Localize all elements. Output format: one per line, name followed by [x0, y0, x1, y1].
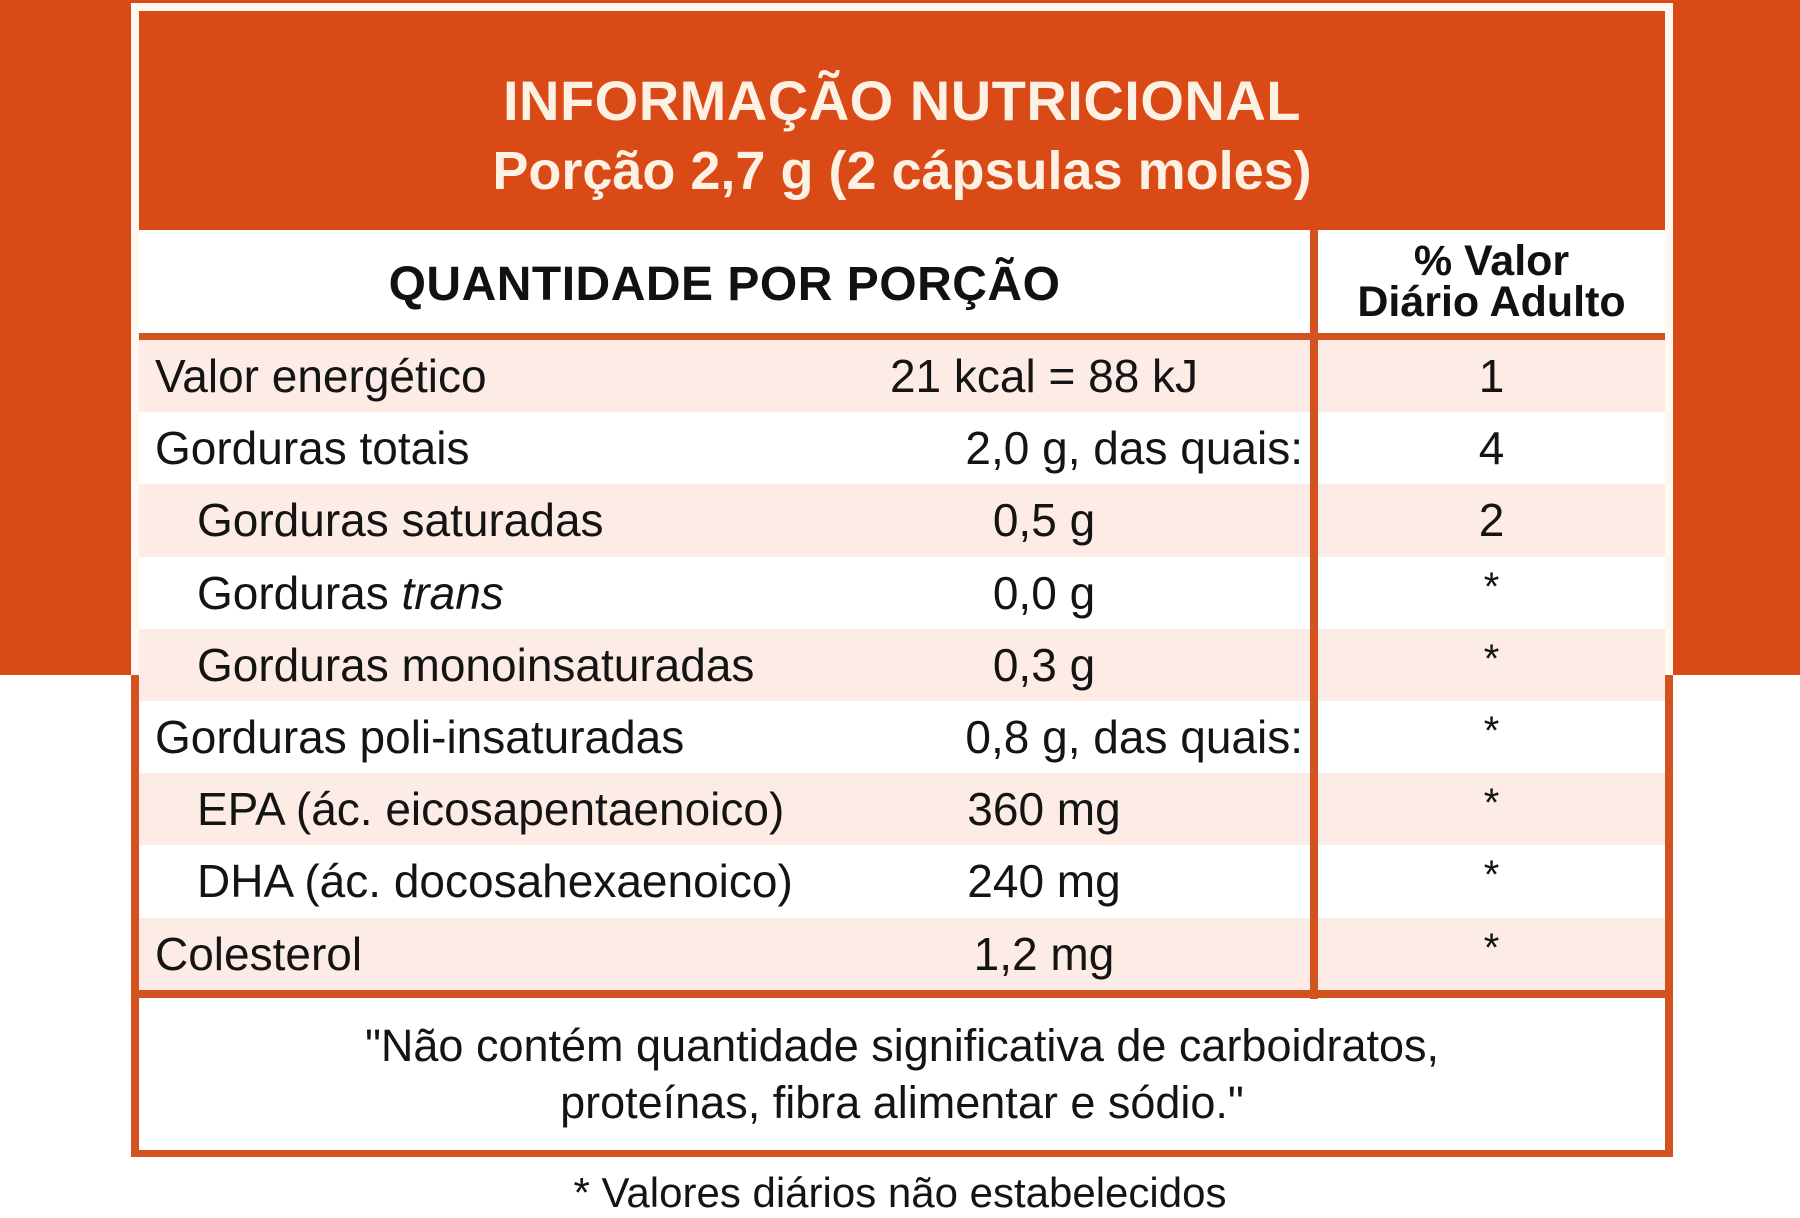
column-header-daily-value-line2: Diário Adulto — [1357, 277, 1626, 326]
table-row: Gorduras poli-insaturadas 0,8 g, das qua… — [139, 701, 1665, 774]
nutrient-name: Colesterol — [155, 927, 363, 980]
nutrient-name: Valor energético — [155, 350, 487, 403]
nutrient-name: Gorduras saturadas — [197, 494, 604, 547]
nutrient-amount: 0,5 g — [992, 494, 1096, 547]
nutrient-amount: 240 mg — [967, 855, 1121, 908]
nutrient-daily-value: 4 — [1478, 422, 1505, 475]
table-row: Valor energético 21 kcal = 88 kJ 1 — [139, 340, 1665, 413]
nutrient-name: DHA (ác. docosahexaenoico) — [197, 855, 793, 908]
nutrient-name: EPA (ác. eicosapentaenoico) — [197, 783, 785, 836]
column-header-quantity: QUANTIDADE POR PORÇÃO — [388, 258, 1061, 311]
table-row: DHA (ác. docosahexaenoico) 240 mg * — [139, 845, 1665, 918]
nutrient-daily-value: 2 — [1478, 494, 1505, 547]
nutrient-amount: 0,8 g, das quais: — [965, 711, 1303, 764]
nutrient-amount: 1,2 mg — [973, 927, 1115, 980]
nutrient-name-italic: trans — [401, 566, 504, 619]
disclaimer-line2: proteínas, fibra alimentar e sódio." — [560, 1077, 1244, 1128]
nutrient-daily-value: * — [1483, 925, 1500, 970]
nutrient-daily-value: * — [1483, 853, 1500, 898]
table-row: Gorduras saturadas 0,5 g 2 — [139, 484, 1665, 557]
nutrient-amount: 0,3 g — [992, 638, 1096, 691]
nutrient-name-prefix: Gorduras — [197, 566, 389, 619]
label-title: INFORMAÇÃO NUTRICIONAL — [502, 69, 1302, 132]
daily-value-footnote: * Valores diários não estabelecidos — [573, 1169, 1227, 1216]
table-row: EPA (ác. eicosapentaenoico) 360 mg * — [139, 773, 1665, 846]
nutrient-name: Gorduras totais — [155, 422, 470, 475]
nutrient-amount: 0,0 g — [992, 566, 1096, 619]
nutrient-name: Gorduras trans — [197, 557, 504, 629]
column-header-daily-value: % Valor Diário Adulto — [1318, 230, 1665, 333]
nutrient-name: Gorduras monoinsaturadas — [197, 638, 755, 691]
nutrient-amount: 21 kcal = 88 kJ — [889, 350, 1199, 403]
disclaimer-line1: "Não contém quantidade significativa de … — [364, 1020, 1440, 1071]
disclaimer-note: "Não contém quantidade significativa de … — [139, 998, 1665, 1150]
nutrient-name: Gorduras poli-insaturadas — [155, 711, 685, 764]
nutrient-daily-value: * — [1483, 709, 1500, 753]
table-row: Gorduras trans 0,0 g * — [139, 556, 1665, 629]
nutrient-daily-value: * — [1483, 781, 1500, 826]
nutrient-daily-value: * — [1483, 636, 1500, 681]
nutrient-amount: 360 mg — [967, 783, 1121, 836]
table-row: Gorduras monoinsaturadas 0,3 g * — [139, 628, 1665, 701]
nutrient-amount: 2,0 g, das quais: — [965, 422, 1303, 475]
table-row: Gorduras totais 2,0 g, das quais: 4 — [139, 412, 1665, 485]
nutrient-daily-value: 1 — [1478, 350, 1505, 403]
column-header-daily-value-line1: % Valor — [1413, 236, 1570, 285]
column-divider — [1310, 230, 1318, 999]
table-bottom-divider — [139, 990, 1665, 998]
nutrition-facts-table: INFORMAÇÃO NUTRICIONAL Porção 2,7 g (2 c… — [139, 11, 1665, 1150]
table-row: Colesterol 1,2 mg * — [139, 917, 1665, 990]
serving-size: Porção 2,7 g (2 cápsulas moles) — [492, 141, 1312, 201]
nutrient-rows: Valor energético 21 kcal = 88 kJ 1 Gordu… — [139, 340, 1665, 990]
header-divider — [139, 333, 1665, 340]
label-header: INFORMAÇÃO NUTRICIONAL Porção 2,7 g (2 c… — [139, 11, 1665, 230]
nutrient-daily-value: * — [1483, 564, 1500, 609]
